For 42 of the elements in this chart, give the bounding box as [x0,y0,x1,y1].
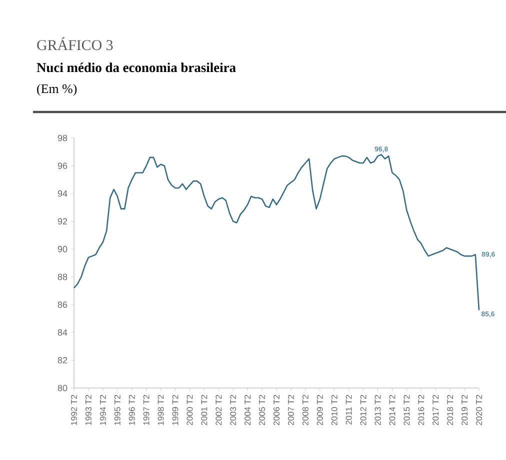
y-tick-label: 88 [58,274,68,280]
x-tick-label: 2016 T2 [418,394,424,426]
x-tick-label: 2006 T2 [274,394,280,426]
x-tick-label: 2001 T2 [201,394,208,426]
y-tick-label: 80 [58,384,68,392]
x-tick-label: 1999 T2 [172,394,178,425]
chart-subtitle: (Em %) [37,84,77,96]
x-tick-label: 2020 T2 [476,394,482,426]
x-tick-label: 2012 T2 [360,394,366,426]
x-tick-label: 2005 T2 [259,394,266,426]
y-tick-label: 82 [58,357,68,364]
x-tick-label: 2000 T2 [186,394,193,426]
x-tick-label: 2007 T2 [288,394,294,426]
x-tick-label: 2014 T2 [389,394,396,426]
x-tick-label: 2015 T2 [404,394,410,426]
x-tick-label: 2013 T2 [374,394,381,426]
y-tick-label: 92 [58,218,68,225]
x-tick-label: 2004 T2 [244,394,251,426]
x-tick-label: 1998 T2 [158,394,164,425]
y-tick-label: 94 [58,190,68,197]
x-tick-label: 2003 T2 [230,394,236,426]
x-tick-label: 1997 T2 [143,394,150,425]
x-tick-label: 2002 T2 [216,394,222,426]
x-tick-label: 2018 T2 [447,394,454,426]
y-tick-label: 90 [58,246,68,252]
text: GRÁFICO 3 [37,37,113,50]
y-tick-label: 86 [58,301,68,308]
x-tick-label: 2009 T2 [316,394,323,426]
x-tick-label: 1995 T2 [114,394,120,425]
chart-title: Nuci médio da economia brasileira [36,62,236,72]
x-tick-label: 2017 T2 [432,394,439,426]
y-tick-label: 96 [58,162,68,169]
x-tick-label: 1996 T2 [128,394,135,425]
x-tick-label: 1994 T2 [100,394,106,425]
y-tick-label: 84 [58,329,68,336]
x-tick-label: 1992 T2 [71,394,77,425]
y-tick-label: 98 [58,134,68,142]
x-tick-label: 2019 T2 [462,394,468,426]
x-tick-label: 2008 T2 [302,394,308,426]
x-tick-label: 2011 T2 [346,394,352,425]
x-tick-label: 1993 T2 [85,394,92,425]
x-tick-label: 2010 T2 [331,394,338,426]
